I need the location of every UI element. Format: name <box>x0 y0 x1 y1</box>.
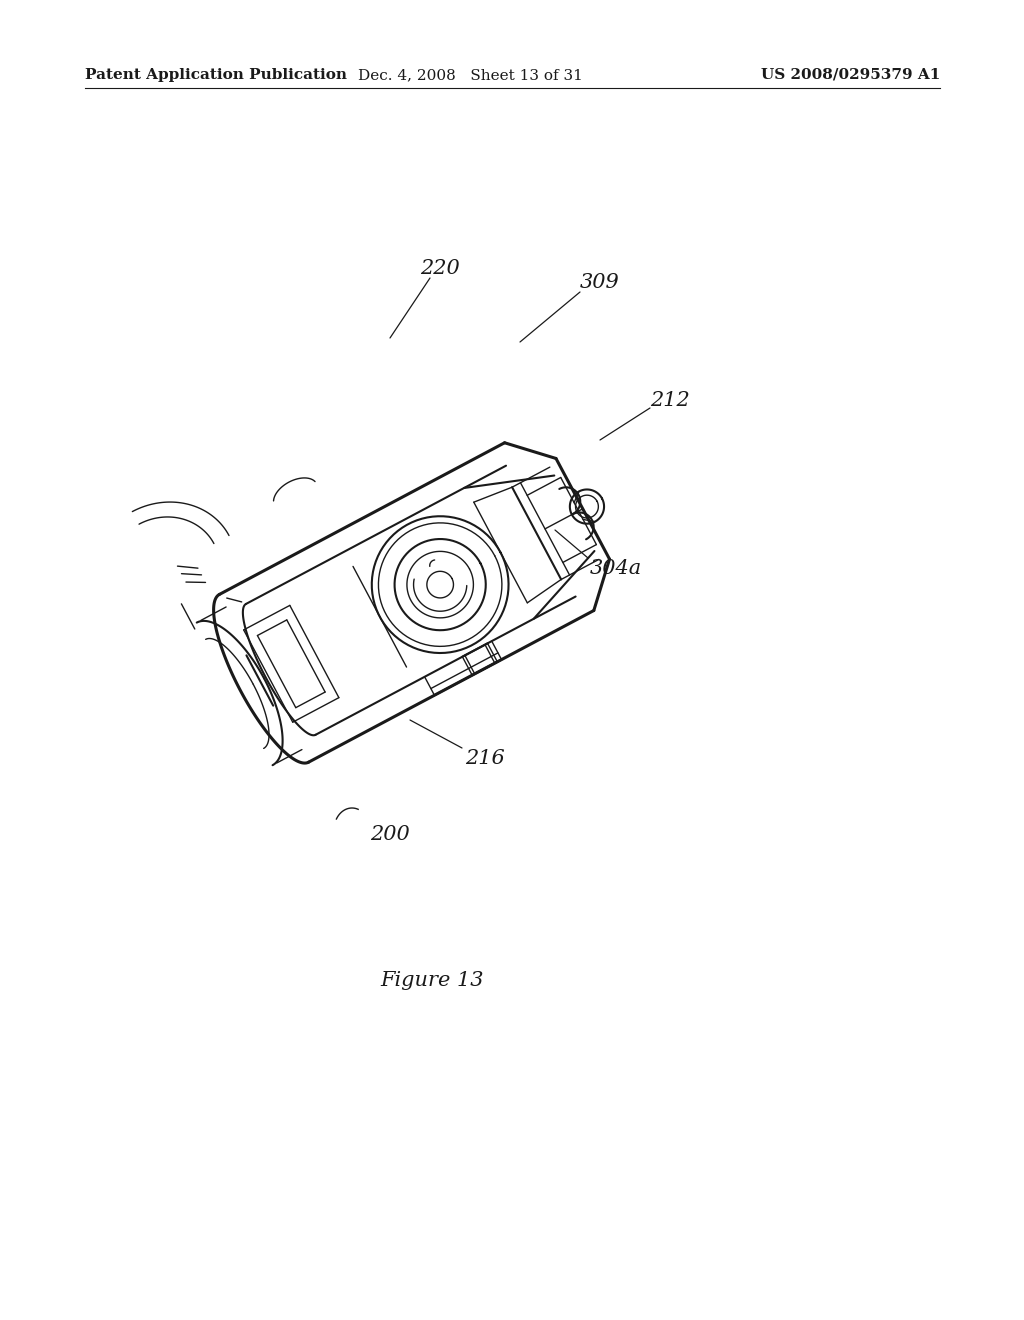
Text: US 2008/0295379 A1: US 2008/0295379 A1 <box>761 69 940 82</box>
Text: 220: 220 <box>420 259 460 277</box>
Text: 200: 200 <box>370 825 410 845</box>
Text: 309: 309 <box>580 272 620 292</box>
Text: Dec. 4, 2008   Sheet 13 of 31: Dec. 4, 2008 Sheet 13 of 31 <box>357 69 583 82</box>
Text: 304a: 304a <box>590 558 642 578</box>
Text: Patent Application Publication: Patent Application Publication <box>85 69 347 82</box>
Text: 216: 216 <box>465 748 505 767</box>
Text: 212: 212 <box>650 391 690 409</box>
Text: Figure 13: Figure 13 <box>380 970 483 990</box>
